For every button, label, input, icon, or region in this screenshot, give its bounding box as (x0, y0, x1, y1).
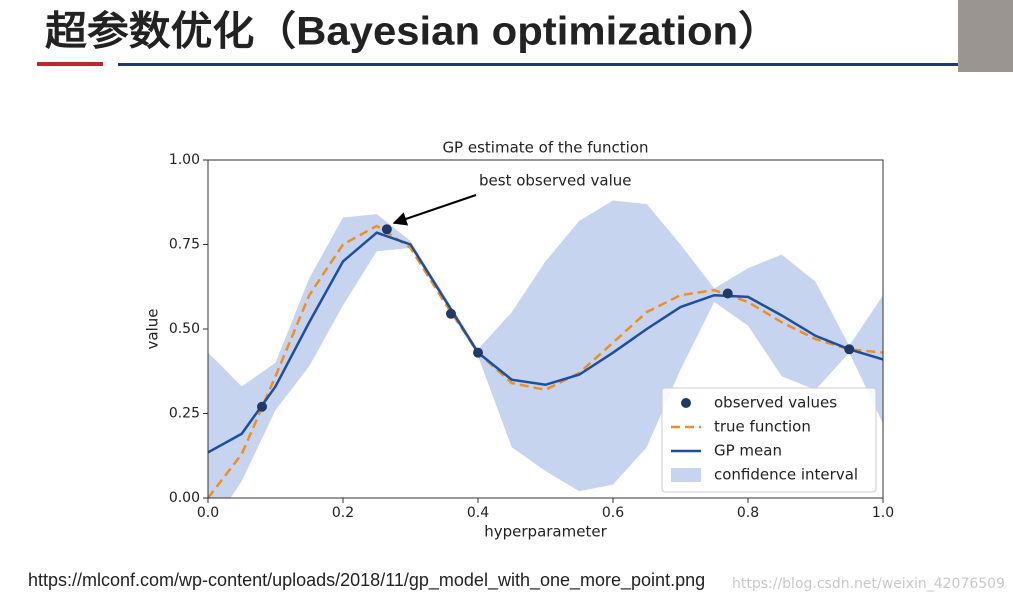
y-axis-label: value (144, 309, 162, 350)
observed-point (381, 224, 392, 235)
plot-area (208, 200, 883, 498)
webcam-thumbnail (958, 0, 1013, 72)
annotation-arrow (392, 194, 477, 226)
observed-point (844, 344, 855, 355)
observed-point (257, 401, 267, 412)
gp-mean-line (208, 231, 883, 454)
x-tick-label: 0.2 (332, 505, 354, 521)
legend-box (661, 387, 877, 493)
y-tick-label: 1.00 (169, 152, 200, 168)
legend-marker (681, 398, 691, 408)
legend: observed values true function GP mean confi… (661, 387, 877, 493)
y-tick-label: 0.25 (169, 406, 200, 422)
annotation: best observed value (479, 172, 632, 190)
watermark: https://blog.csdn.net/weixin_42076509 (732, 576, 1005, 592)
observed-point (473, 347, 483, 358)
true-function-line (208, 224, 883, 498)
y-tick-label: 0.50 (169, 321, 200, 337)
title-underline-red (37, 62, 103, 66)
observed-point (722, 288, 733, 299)
chart: 0.0 0.2 0.4 0.6 0.8 1.0 0.00 0.25 0.50 0.75 1.00 GP… (144, 139, 895, 541)
x-tick-label: 0.0 (197, 505, 219, 521)
y-tick-label: 0.00 (169, 490, 200, 506)
legend-label: true function (714, 418, 811, 436)
x-tick-label: 1.0 (872, 505, 894, 521)
x-tick-label: 0.6 (602, 505, 624, 521)
x-tick-label: 0.8 (737, 505, 759, 521)
y-tick-label: 0.75 (169, 237, 200, 253)
title-underline-blue (118, 63, 958, 66)
x-tick-label: 0.4 (467, 505, 489, 521)
confidence-band (208, 200, 883, 498)
slide-title: 超参数优化（Bayesian optimization） (45, 10, 780, 54)
observed-point (446, 308, 456, 319)
legend-swatch (671, 468, 701, 482)
x-axis-label: hyperparameter (484, 523, 607, 541)
source-url: https://mlconf.com/wp-content/uploads/20… (28, 570, 705, 591)
chart-title: GP estimate of the function (442, 139, 648, 157)
legend-label: confidence interval (714, 466, 858, 484)
legend-label: observed values (714, 394, 837, 412)
legend-label: GP mean (714, 442, 782, 460)
